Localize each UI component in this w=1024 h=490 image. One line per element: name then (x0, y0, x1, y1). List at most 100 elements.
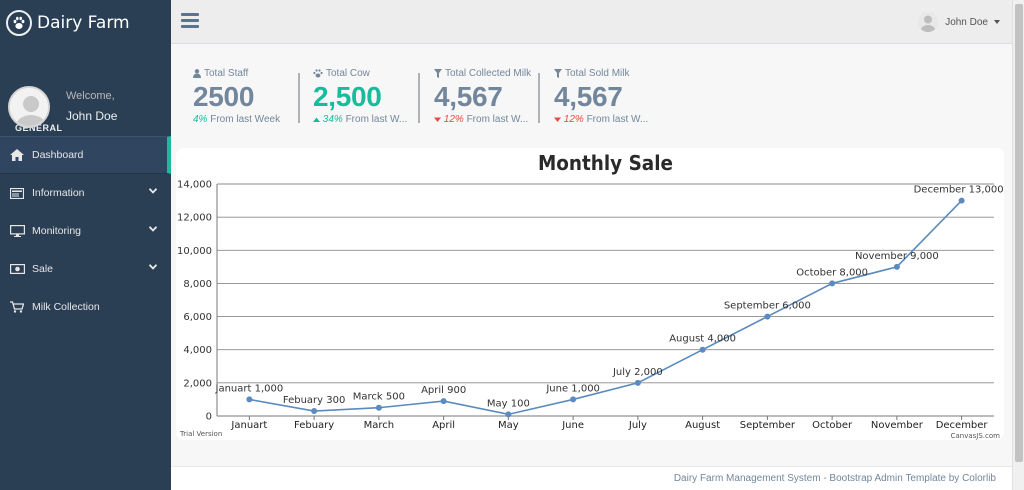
x-tick-label: Febuary (294, 420, 334, 431)
sidebar-item-milk-collection[interactable]: Milk Collection (0, 288, 171, 326)
data-point (570, 396, 577, 403)
stat-value: 4,567 (554, 81, 623, 112)
x-tick-label: May (498, 420, 519, 431)
y-tick-label: 4,000 (183, 345, 212, 356)
stat-value: 4,567 (434, 81, 503, 112)
stat-total-sold-milk: Total Sold Milk 4,567 12% From last W... (554, 68, 674, 125)
data-label: October 8,000 (796, 267, 868, 278)
caret-down-icon (554, 117, 561, 122)
x-tick-label: December (936, 420, 989, 431)
sidebar-item-label: Information (32, 187, 85, 199)
y-tick-label: 14,000 (177, 180, 212, 191)
data-label: August 4,000 (669, 334, 736, 345)
y-tick-label: 6,000 (183, 312, 212, 323)
x-tick-label: June (561, 420, 584, 431)
user-avatar (918, 12, 939, 32)
stat-value: 2500 (193, 81, 255, 112)
scrollbar-thumb[interactable] (1015, 4, 1023, 462)
sidebar-item-label: Sale (32, 263, 54, 275)
y-tick-label: 12,000 (177, 213, 212, 224)
sidebar-item-sale[interactable]: Sale (0, 250, 171, 288)
page-scrollbar[interactable] (1012, 0, 1024, 490)
y-tick-label: 2,000 (183, 378, 212, 389)
y-tick-label: 0 (206, 412, 212, 423)
data-point (958, 197, 965, 204)
stat-change: 34% (322, 114, 343, 125)
stat-label: Total Cow (326, 68, 370, 79)
stat-total-staff: Total Staff 2500 4% From last Week (193, 68, 313, 125)
user-dropdown[interactable]: John Doe (918, 12, 1000, 32)
data-label: Marck 500 (353, 392, 405, 403)
x-tick-label: October (812, 420, 853, 431)
stat-change: 12% (563, 114, 584, 125)
data-point (634, 379, 641, 386)
footer-text: Dairy Farm Management System - Bootstrap… (673, 473, 996, 484)
top-nav: John Doe (171, 0, 1012, 44)
data-label: Febuary 300 (283, 395, 345, 406)
chart-title: Monthly Sale (538, 151, 673, 175)
sidebar: Dairy Farm Welcome, John Doe GENERAL Das… (0, 0, 171, 490)
x-tick-label: March (364, 420, 394, 431)
data-point (893, 263, 900, 270)
stat-total-collected-milk: Total Collected Milk 4,567 12% From last… (434, 68, 554, 125)
data-label: June 1,000 (545, 383, 600, 394)
trial-version-watermark: Trial Version (179, 430, 222, 438)
profile: Welcome, John Doe (0, 46, 171, 154)
data-point (246, 396, 253, 403)
data-point (829, 280, 836, 287)
caret-down-icon (434, 117, 441, 122)
chevron-down-icon (149, 188, 157, 194)
x-tick-label: September (740, 420, 796, 431)
sidebar-item-label: Dashboard (32, 149, 84, 161)
stat-change-text: From last W... (586, 114, 649, 125)
stat-divider (418, 73, 420, 123)
user-icon (193, 69, 201, 78)
sidebar-item-information[interactable]: Information (0, 174, 171, 212)
profile-name: John Doe (66, 108, 118, 123)
y-tick-label: 8,000 (183, 279, 212, 290)
monthly-sale-chart: Monthly Sale 0 2,000 4,000 6,000 8,000 10,000 1… (177, 151, 1004, 440)
brand[interactable]: Dairy Farm (0, 0, 171, 46)
stat-divider (538, 73, 540, 123)
paw-icon (6, 10, 32, 36)
stats-row: Total Staff 2500 4% From last Week Total… (171, 44, 1012, 148)
caret-down-icon (994, 20, 1000, 24)
data-label: September 6,000 (724, 301, 811, 312)
avatar (8, 86, 50, 128)
filter-icon (434, 69, 442, 78)
data-label: May 100 (487, 398, 530, 409)
sidebar-menu: Dashboard Information Monitoring Sale (0, 136, 171, 326)
x-tick-label: April (432, 420, 455, 431)
menu-section-title: GENERAL (15, 123, 63, 133)
sidebar-item-label: Monitoring (32, 225, 82, 237)
x-tick-label: Januart (230, 420, 267, 431)
menu-toggle-icon[interactable] (181, 13, 199, 29)
stat-change-text: From last Week (210, 114, 281, 125)
money-icon (9, 262, 25, 276)
series-line (249, 200, 963, 416)
home-icon (9, 148, 25, 162)
data-label: July 2,000 (612, 367, 663, 378)
x-tick-label: July (628, 420, 647, 431)
data-label: November 9,000 (855, 251, 939, 262)
y-tick-label: 10,000 (177, 246, 212, 257)
welcome-text: Welcome, (66, 89, 115, 102)
data-point (440, 398, 447, 405)
cart-icon (9, 300, 25, 314)
data-point (699, 346, 706, 353)
stat-label: Total Collected Milk (445, 68, 532, 79)
data-point (764, 313, 771, 320)
desktop-icon (9, 224, 25, 238)
stat-change: 12% (443, 114, 464, 125)
monthly-sale-chart-panel: Monthly Sale 0 2,000 4,000 6,000 8,000 10,000 1… (176, 148, 1004, 440)
stat-change: 4% (193, 114, 208, 125)
sidebar-item-monitoring[interactable]: Monitoring (0, 212, 171, 250)
caret-up-icon (313, 117, 320, 122)
chevron-down-icon (149, 264, 157, 270)
sidebar-item-dashboard[interactable]: Dashboard (0, 136, 171, 174)
data-label: Januart 1,000 (215, 383, 284, 394)
stat-label: Total Staff (204, 68, 249, 79)
footer: Dairy Farm Management System - Bootstrap… (171, 466, 1012, 490)
data-point (505, 411, 512, 418)
id-card-icon (9, 186, 25, 200)
